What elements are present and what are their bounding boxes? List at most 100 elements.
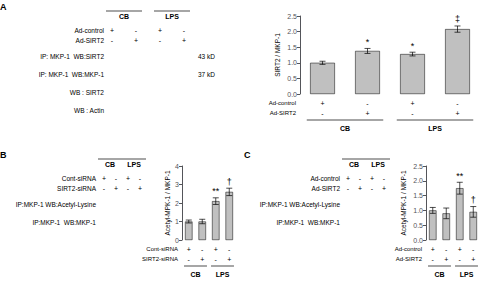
svg-text:CB: CB <box>105 161 115 168</box>
svg-text:-: - <box>321 110 324 117</box>
svg-text:0: 0 <box>175 237 179 244</box>
svg-text:Ad-control: Ad-control <box>395 246 422 252</box>
svg-text:+: + <box>455 110 459 117</box>
svg-text:A: A <box>0 2 7 12</box>
svg-text:2.5: 2.5 <box>287 13 297 20</box>
svg-text:+: + <box>370 175 374 182</box>
svg-text:†: † <box>227 177 232 187</box>
svg-text:+: + <box>346 175 350 182</box>
svg-text:-: - <box>347 185 350 192</box>
svg-text:0.0: 0.0 <box>287 91 297 98</box>
svg-text:Ad-SIRT2: Ad-SIRT2 <box>396 256 423 262</box>
svg-text:+: + <box>431 246 435 253</box>
svg-text:-: - <box>103 185 106 192</box>
svg-text:LPS: LPS <box>371 161 385 168</box>
svg-text:-: - <box>111 37 114 44</box>
svg-text:+: + <box>110 27 114 34</box>
svg-text:CB: CB <box>119 13 129 20</box>
svg-text:2: 2 <box>175 200 179 207</box>
svg-text:-: - <box>159 37 162 44</box>
svg-text:-: - <box>459 256 462 263</box>
svg-text:IP:MKP-1 WB:Acetyl-Lysine: IP:MKP-1 WB:Acetyl-Lysine <box>260 201 341 209</box>
svg-text:SIRT2-siRNA: SIRT2-siRNA <box>57 185 97 192</box>
svg-text:*: * <box>366 37 370 47</box>
svg-text:43 kD: 43 kD <box>198 53 215 60</box>
svg-text:CB: CB <box>349 161 359 168</box>
svg-text:LPS: LPS <box>165 13 179 20</box>
svg-text:†: † <box>471 195 476 205</box>
svg-text:**: ** <box>456 171 464 181</box>
svg-text:3: 3 <box>175 181 179 188</box>
svg-text:0.5: 0.5 <box>413 222 423 229</box>
svg-text:-: - <box>366 100 369 107</box>
svg-text:+: + <box>382 185 386 192</box>
svg-text:-: - <box>115 175 118 182</box>
svg-text:+: + <box>227 256 231 263</box>
svg-text:+: + <box>410 100 414 107</box>
svg-text:+: + <box>158 27 162 34</box>
svg-text:+: + <box>187 246 191 253</box>
svg-text:+: + <box>358 185 362 192</box>
svg-text:-: - <box>135 27 138 34</box>
svg-text:C: C <box>244 150 251 160</box>
svg-text:SIRT2 / MKP-1: SIRT2 / MKP-1 <box>274 33 281 77</box>
svg-text:1.5: 1.5 <box>287 44 297 51</box>
svg-text:+: + <box>200 256 204 263</box>
svg-text:IP:MKP-1 WB:Acetyl-Lysine: IP:MKP-1 WB:Acetyl-Lysine <box>16 201 97 209</box>
svg-text:-: - <box>411 110 414 117</box>
svg-text:1.0: 1.0 <box>413 207 423 214</box>
svg-text:IP: MKP-1 WB:SIRT2: IP: MKP-1 WB:SIRT2 <box>40 53 104 60</box>
svg-text:Acetyl-MPK-1 / MKP-1: Acetyl-MPK-1 / MKP-1 <box>400 170 408 235</box>
svg-text:B: B <box>0 150 7 160</box>
svg-text:0.0: 0.0 <box>413 237 423 244</box>
svg-text:1: 1 <box>175 218 179 225</box>
svg-text:+: + <box>444 256 448 263</box>
svg-text:+: + <box>471 256 475 263</box>
svg-text:1.0: 1.0 <box>287 59 297 66</box>
svg-text:+: + <box>182 37 186 44</box>
svg-text:-: - <box>432 256 435 263</box>
svg-text:WB : Actin: WB : Actin <box>74 107 104 114</box>
svg-text:2.0: 2.0 <box>413 177 423 184</box>
svg-text:-: - <box>188 256 191 263</box>
svg-text:IP:MKP-1 WB:MKP-1: IP:MKP-1 WB:MKP-1 <box>276 219 340 226</box>
svg-text:Ad-SIRT2: Ad-SIRT2 <box>76 37 105 44</box>
svg-text:Ad-control: Ad-control <box>269 100 296 106</box>
svg-text:-: - <box>359 175 362 182</box>
svg-text:-: - <box>472 246 475 253</box>
svg-text:CB: CB <box>190 271 200 278</box>
svg-text:SIRT2-siRNA: SIRT2-siRNA <box>142 256 178 262</box>
svg-text:-: - <box>201 246 204 253</box>
svg-text:+: + <box>138 185 142 192</box>
svg-text:-: - <box>127 185 130 192</box>
svg-text:+: + <box>320 100 324 107</box>
svg-text:+: + <box>102 175 106 182</box>
svg-text:Ad-control: Ad-control <box>310 175 340 182</box>
svg-text:+: + <box>214 246 218 253</box>
svg-text:-: - <box>445 246 448 253</box>
svg-text:IP: MKP-1 WB:MKP-1: IP: MKP-1 WB:MKP-1 <box>39 71 105 78</box>
svg-text:LPS: LPS <box>127 161 141 168</box>
svg-text:2.0: 2.0 <box>287 28 297 35</box>
svg-text:IP:MKP-1 WB:MKP-1: IP:MKP-1 WB:MKP-1 <box>32 219 96 226</box>
svg-text:‡: ‡ <box>455 14 460 24</box>
svg-text:2.5: 2.5 <box>413 163 423 170</box>
svg-text:LPS: LPS <box>460 271 474 278</box>
svg-text:+: + <box>134 37 138 44</box>
svg-text:0.5: 0.5 <box>287 75 297 82</box>
svg-text:+: + <box>114 185 118 192</box>
svg-text:Ad-SIRT2: Ad-SIRT2 <box>270 110 297 116</box>
svg-text:4: 4 <box>175 163 179 170</box>
svg-text:Cont-siRNA: Cont-siRNA <box>146 246 178 252</box>
svg-text:-: - <box>139 175 142 182</box>
svg-text:-: - <box>383 175 386 182</box>
svg-text:1.5: 1.5 <box>413 192 423 199</box>
svg-text:WB : SIRT2: WB : SIRT2 <box>70 89 105 96</box>
svg-text:-: - <box>228 246 231 253</box>
svg-text:LPS: LPS <box>216 271 230 278</box>
svg-text:-: - <box>456 100 459 107</box>
svg-text:**: ** <box>212 186 220 196</box>
svg-text:37 kD: 37 kD <box>198 71 215 78</box>
svg-text:Cont-siRNA: Cont-siRNA <box>62 175 97 182</box>
svg-text:Ad-SIRT2: Ad-SIRT2 <box>312 185 341 192</box>
